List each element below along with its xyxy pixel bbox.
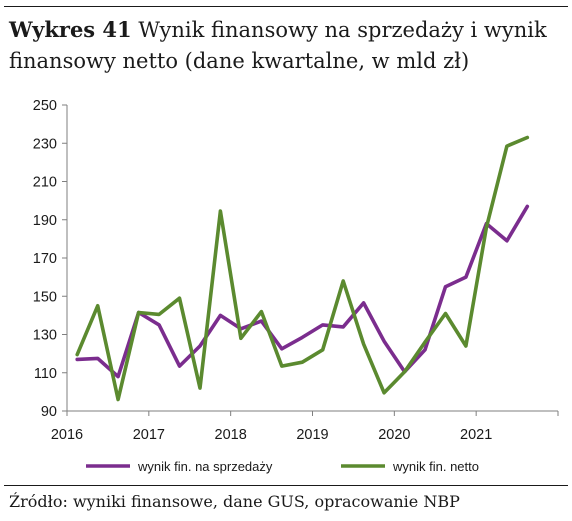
y-axis: 90 110 130 150 170 190 210 230 250 [33, 98, 68, 420]
y-tick-label: 110 [34, 366, 57, 382]
series-line-net [75, 135, 530, 402]
legend-item-net: wynik fin. netto [341, 459, 479, 474]
chart-title-text: Wynik finansowy na sprzedaży i wynik fin… [9, 18, 547, 73]
y-tick-label: 250 [33, 98, 57, 114]
chart-title: Wykres 41 Wynik finansowy na sprzedaży i… [9, 14, 565, 77]
x-tick-label: 2019 [296, 427, 328, 443]
y-tick-label: 150 [33, 289, 57, 305]
source-note: Źródło: wyniki finansowe, dane GUS, opra… [9, 492, 460, 511]
series-layer [75, 135, 530, 402]
legend: wynik fin. na sprzedaży wynik fin. netto [86, 459, 479, 474]
legend-label: wynik fin. netto [392, 459, 479, 474]
x-tick-label: 2016 [51, 427, 83, 443]
x-tick-label: 2018 [215, 427, 247, 443]
x-tick-label: 2020 [378, 427, 410, 443]
chart-title-number: Wykres 41 [9, 17, 132, 42]
x-axis: 2016 2017 2018 2019 2020 2021 [51, 410, 559, 443]
top-rule [4, 6, 568, 7]
y-tick-label: 190 [33, 213, 57, 229]
bottom-rule [4, 485, 568, 486]
y-tick-label: 210 [33, 175, 57, 191]
y-tick-label: 230 [33, 136, 57, 152]
y-tick-label: 90 [41, 404, 57, 420]
series-line-sales [75, 204, 530, 379]
y-tick-label: 170 [33, 251, 57, 267]
legend-label: wynik fin. na sprzedaży [137, 459, 273, 474]
x-tick-label: 2021 [460, 427, 492, 443]
legend-item-sales: wynik fin. na sprzedaży [86, 459, 273, 474]
y-tick-label: 130 [33, 328, 57, 344]
x-tick-label: 2017 [133, 427, 165, 443]
